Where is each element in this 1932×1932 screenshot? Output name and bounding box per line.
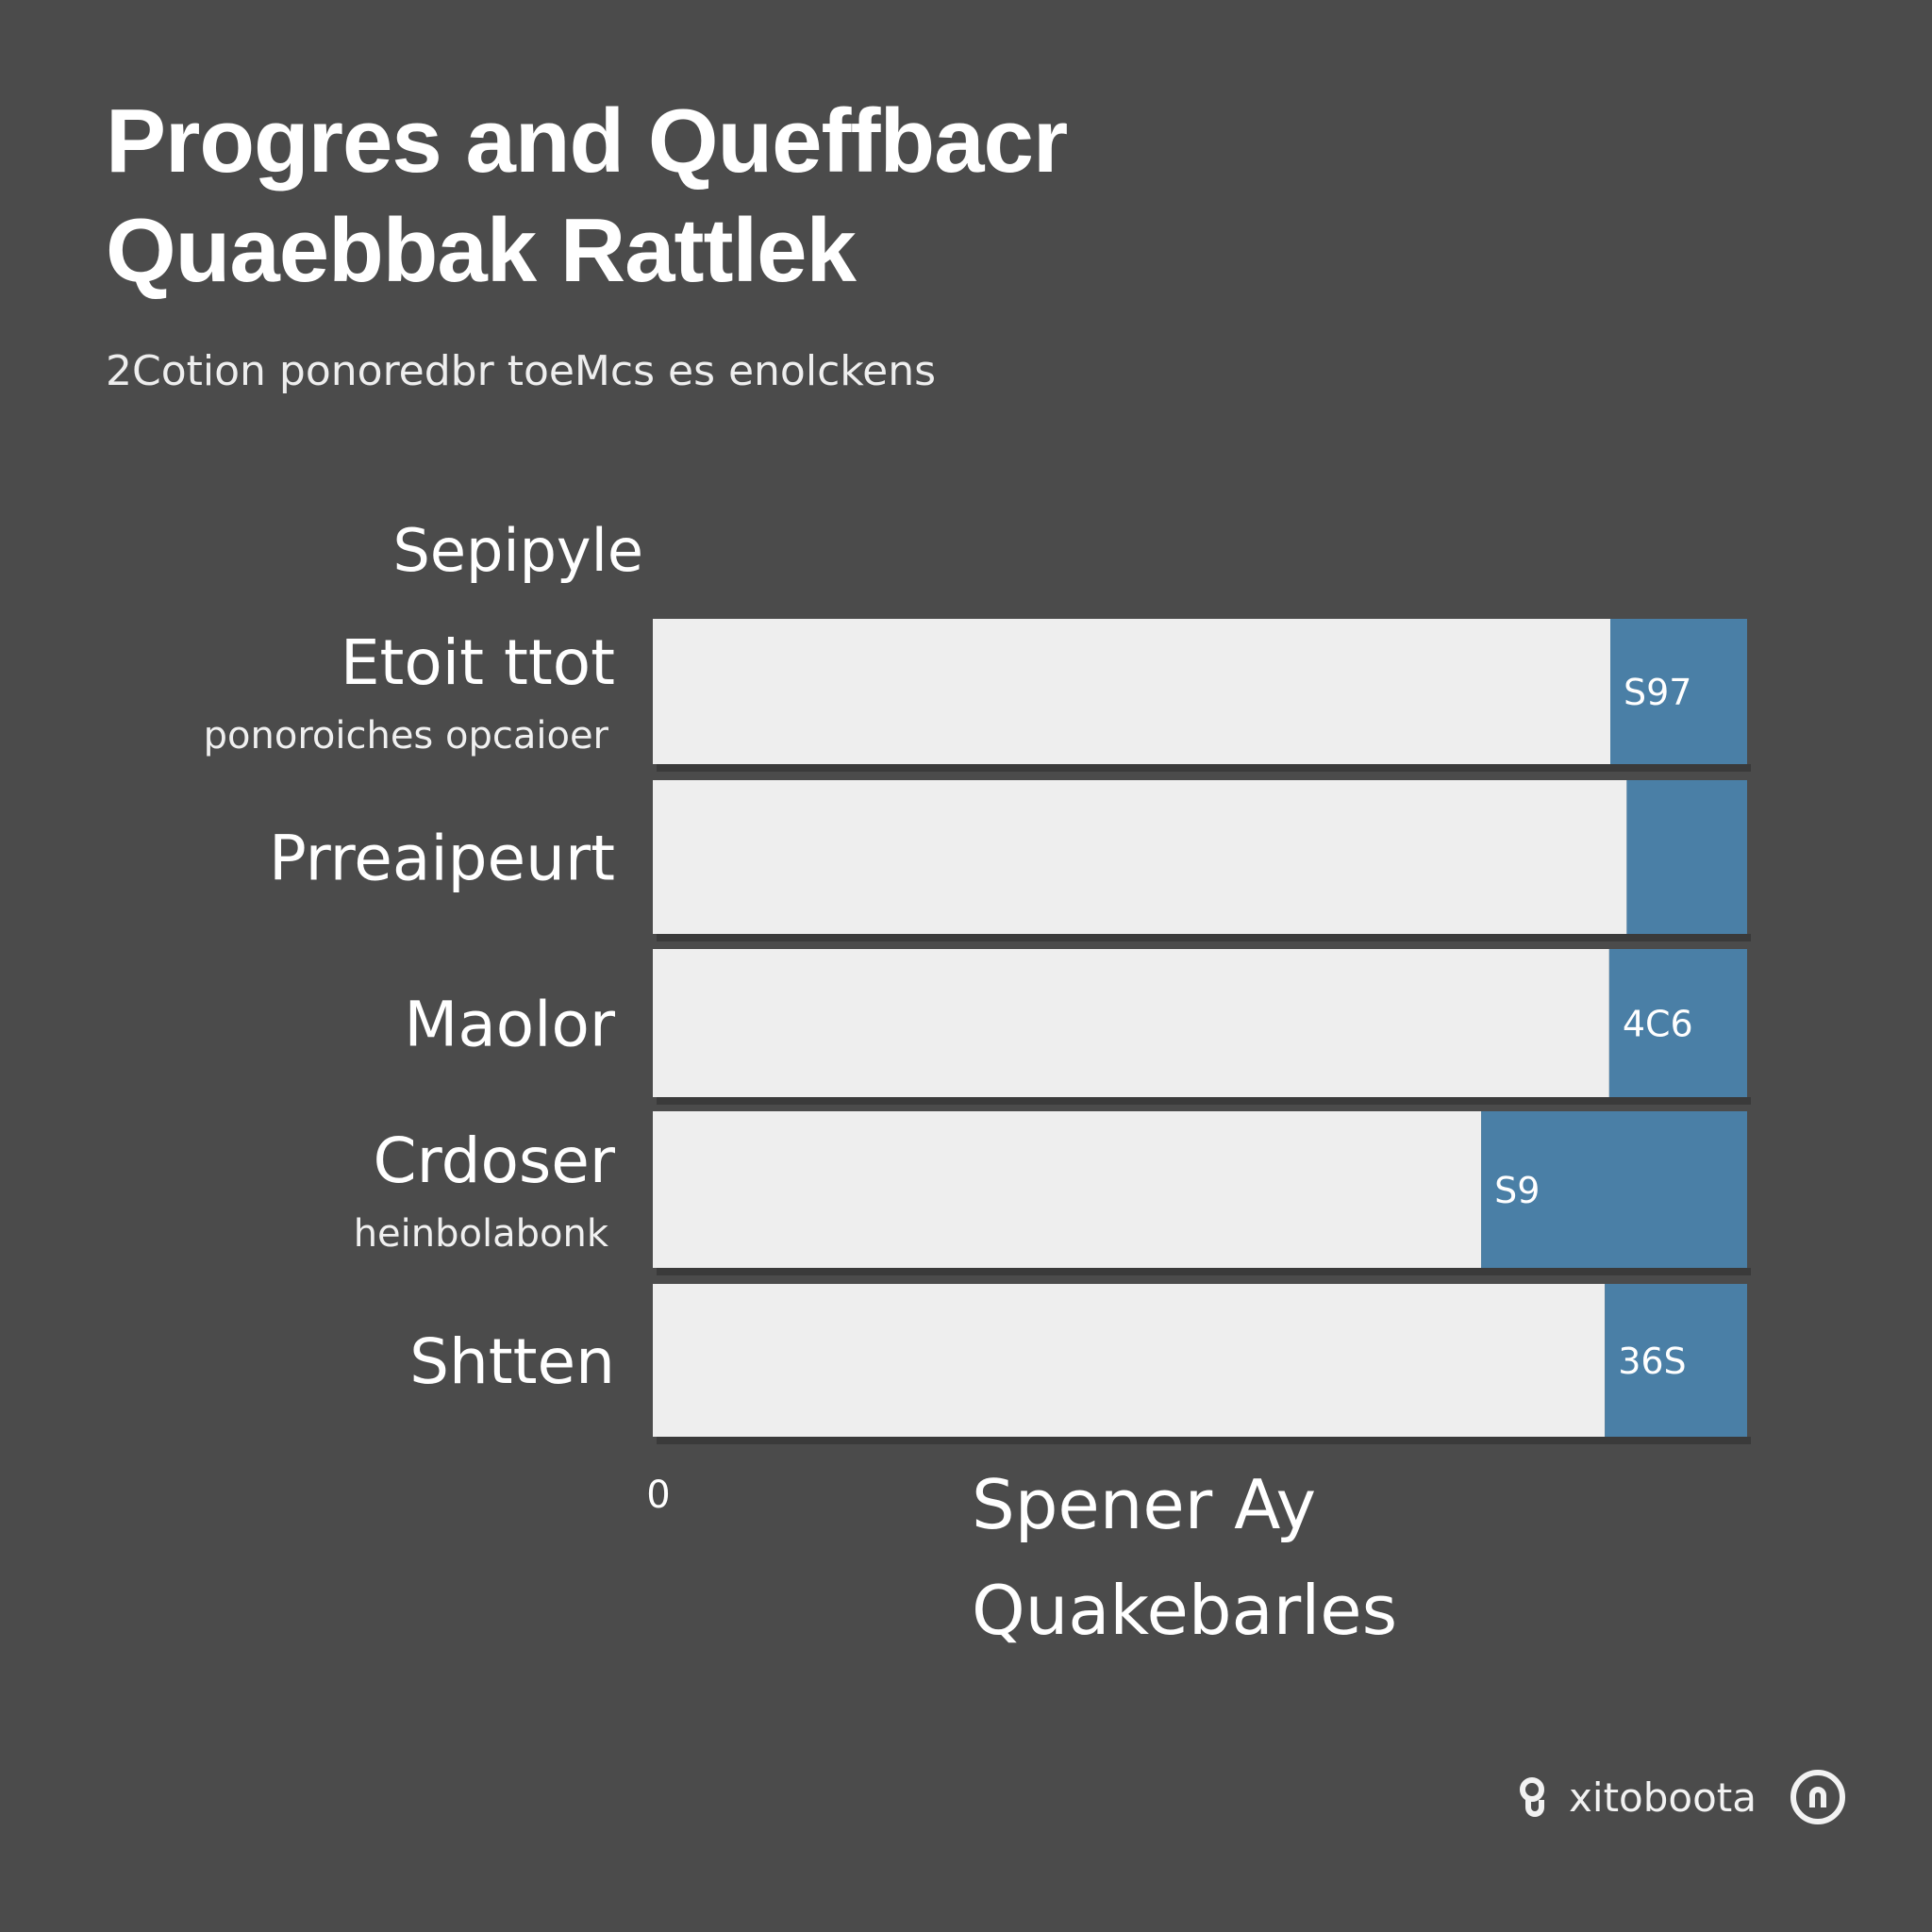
bar-track [653,619,1610,764]
category-sublabel: heinbolabonk [354,1212,609,1256]
bar-shadow [657,1097,1751,1105]
chart-title-line-1: Progres and Queffbacr [106,91,1068,192]
bar-value-label: S97 [1624,672,1691,713]
bar-value-label: 4C6 [1623,1004,1693,1045]
bar-shadow [657,764,1751,772]
bar-segment [1626,780,1747,934]
bar-value-label: 36S [1618,1341,1686,1382]
bar-segment [1610,619,1747,764]
chart-title-line-2: Quaebbak Rattlek [106,200,857,301]
bar-track [653,949,1609,1097]
badge-icon [1790,1770,1845,1824]
bar-shadow [657,1268,1751,1275]
bar-track [653,1284,1606,1437]
chart-title: Progres and Queffbacr Quaebbak Rattlek [106,87,1709,306]
category-label: Shtten [409,1325,615,1398]
category-sublabel: ponoroiches opcaioer [204,714,609,758]
bar-value-label: S9 [1494,1170,1540,1211]
x-axis-label: Spener Ay Quakebarles [972,1465,1397,1650]
category-label: Etoit ttot [341,626,615,699]
category-label: Crdoser [374,1124,616,1197]
footer-brand: xitoboota [1514,1770,1845,1824]
bar-segment [1608,949,1747,1097]
category-header-label: Sepipyle [393,516,644,585]
footer-brand-text: xitoboota [1569,1774,1757,1821]
bar-segment [1481,1111,1747,1268]
brand-logo-icon [1514,1775,1557,1819]
x-tick-label: 0 [646,1474,670,1517]
category-label: Prreaipeurt [269,823,615,895]
bar-segment [1605,1284,1747,1437]
bar-track [653,1111,1482,1268]
category-label: Maolor [404,989,615,1061]
chart-subtitle: 2Cotion ponoredbr toeMcs es enolckens [106,347,937,395]
bar-shadow [657,1437,1751,1444]
bar-shadow [657,934,1751,941]
bar-track [653,780,1627,934]
